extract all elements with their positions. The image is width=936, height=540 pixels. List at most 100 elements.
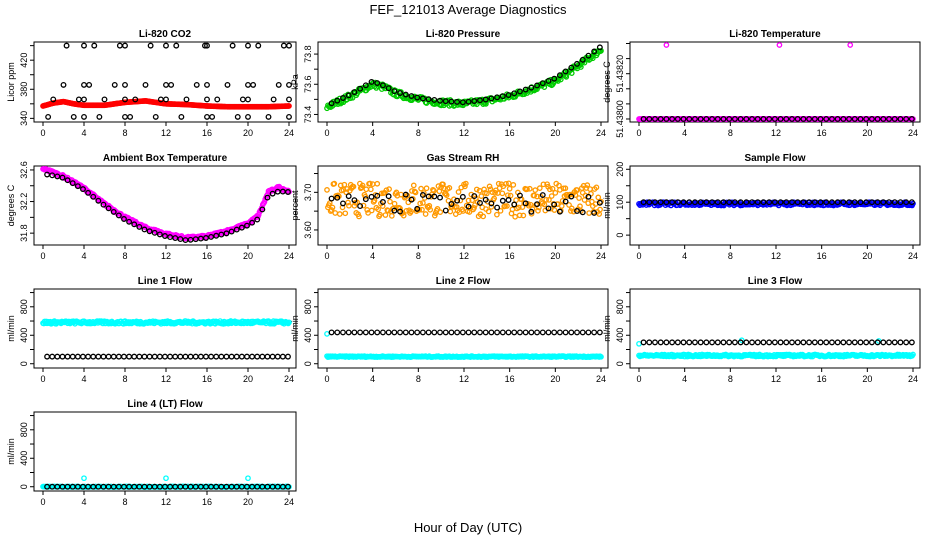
- data-point: [201, 42, 208, 49]
- data-point: [874, 116, 881, 122]
- x-tick-label: 0: [324, 128, 329, 138]
- data-point: [574, 60, 580, 67]
- data-point: [806, 116, 813, 122]
- data-point: [178, 113, 185, 120]
- data-point: [480, 213, 487, 220]
- data-point: [244, 222, 250, 229]
- data-point: [90, 193, 97, 200]
- data-point: [445, 197, 452, 204]
- data-point: [471, 98, 478, 104]
- data-point: [686, 116, 693, 122]
- x-tick-label: 4: [81, 128, 86, 138]
- data-point: [471, 205, 477, 211]
- data-point: [328, 329, 335, 336]
- data-point: [834, 339, 841, 346]
- data-point: [886, 116, 892, 122]
- data-point: [585, 329, 592, 336]
- x-tick-label: 20: [550, 128, 560, 138]
- data-point: [840, 199, 847, 206]
- data-point: [524, 186, 530, 193]
- data-point: [356, 213, 362, 220]
- x-tick-label: 0: [324, 251, 329, 261]
- x-tick-label: 0: [324, 374, 329, 384]
- data-point: [357, 203, 364, 210]
- data-point: [419, 192, 426, 198]
- y-tick-label: 0: [303, 361, 313, 366]
- data-point: [203, 235, 209, 241]
- data-point: [522, 86, 529, 93]
- data-point: [749, 339, 755, 346]
- data-point: [499, 329, 506, 336]
- y-tick-label: 0: [615, 233, 625, 238]
- y-tick-label: 380: [19, 82, 29, 97]
- data-point: [224, 81, 231, 88]
- panel-title: Sample Flow: [744, 153, 805, 164]
- data-point: [686, 339, 693, 346]
- data-point: [341, 181, 348, 188]
- data-point: [497, 207, 504, 214]
- data-point: [259, 206, 266, 213]
- y-tick-label: 400: [615, 328, 625, 343]
- data-point: [244, 353, 250, 360]
- data-point: [720, 116, 727, 122]
- data-point: [151, 229, 158, 236]
- data-point: [414, 94, 421, 101]
- data-point: [562, 68, 569, 75]
- data-point: [245, 96, 251, 103]
- data-point: [391, 329, 398, 336]
- data-point: [579, 209, 586, 216]
- data-point: [485, 208, 492, 215]
- data-point: [368, 207, 375, 214]
- data-point: [657, 339, 664, 346]
- data-point: [823, 199, 830, 206]
- data-point: [54, 353, 61, 360]
- data-point: [551, 207, 558, 213]
- data-point: [360, 202, 367, 209]
- data-point: [238, 353, 245, 360]
- data-point: [880, 339, 887, 346]
- data-point: [204, 96, 210, 103]
- data-point: [737, 116, 744, 122]
- data-point: [499, 197, 506, 204]
- x-tick-label: 4: [682, 251, 687, 261]
- data-point: [760, 339, 767, 346]
- panel-line-1-flow: Line 1 Flow ml/min 0 4 8 12 16 20 24 0 400 800: [6, 276, 297, 384]
- data-point: [245, 475, 251, 482]
- data-point: [351, 202, 358, 209]
- series-cyan: [324, 330, 604, 360]
- data-point: [362, 196, 369, 203]
- data-point: [368, 78, 375, 85]
- data-point: [726, 116, 733, 122]
- data-point: [81, 113, 87, 120]
- data-point: [777, 339, 784, 346]
- x-tick-label: 8: [728, 251, 733, 261]
- data-point: [422, 211, 429, 217]
- data-point: [163, 96, 169, 103]
- data-point: [204, 42, 210, 49]
- data-point: [110, 208, 117, 215]
- x-tick-label: 8: [728, 374, 733, 384]
- data-point: [255, 42, 262, 49]
- data-point: [562, 185, 569, 192]
- data-point: [494, 329, 501, 336]
- plot-frame: [317, 165, 609, 246]
- y-tick-label: 51.43820: [615, 55, 625, 93]
- data-point: [504, 203, 510, 209]
- x-tick-label: 8: [728, 128, 733, 138]
- x-tick-label: 0: [636, 374, 641, 384]
- data-point: [162, 233, 168, 239]
- data-point: [359, 182, 366, 189]
- series-cyan: [636, 337, 916, 360]
- data-point: [377, 211, 383, 218]
- data-point: [691, 199, 698, 206]
- data-point: [766, 339, 773, 346]
- data-point: [105, 353, 112, 360]
- data-point: [754, 339, 761, 346]
- y-tick-label: 3.60: [303, 221, 313, 239]
- data-point: [539, 329, 546, 336]
- data-point: [362, 193, 369, 200]
- data-point: [286, 81, 292, 88]
- y-tick-label: 73.8: [303, 45, 313, 63]
- data-point: [50, 96, 57, 103]
- data-point: [218, 353, 225, 360]
